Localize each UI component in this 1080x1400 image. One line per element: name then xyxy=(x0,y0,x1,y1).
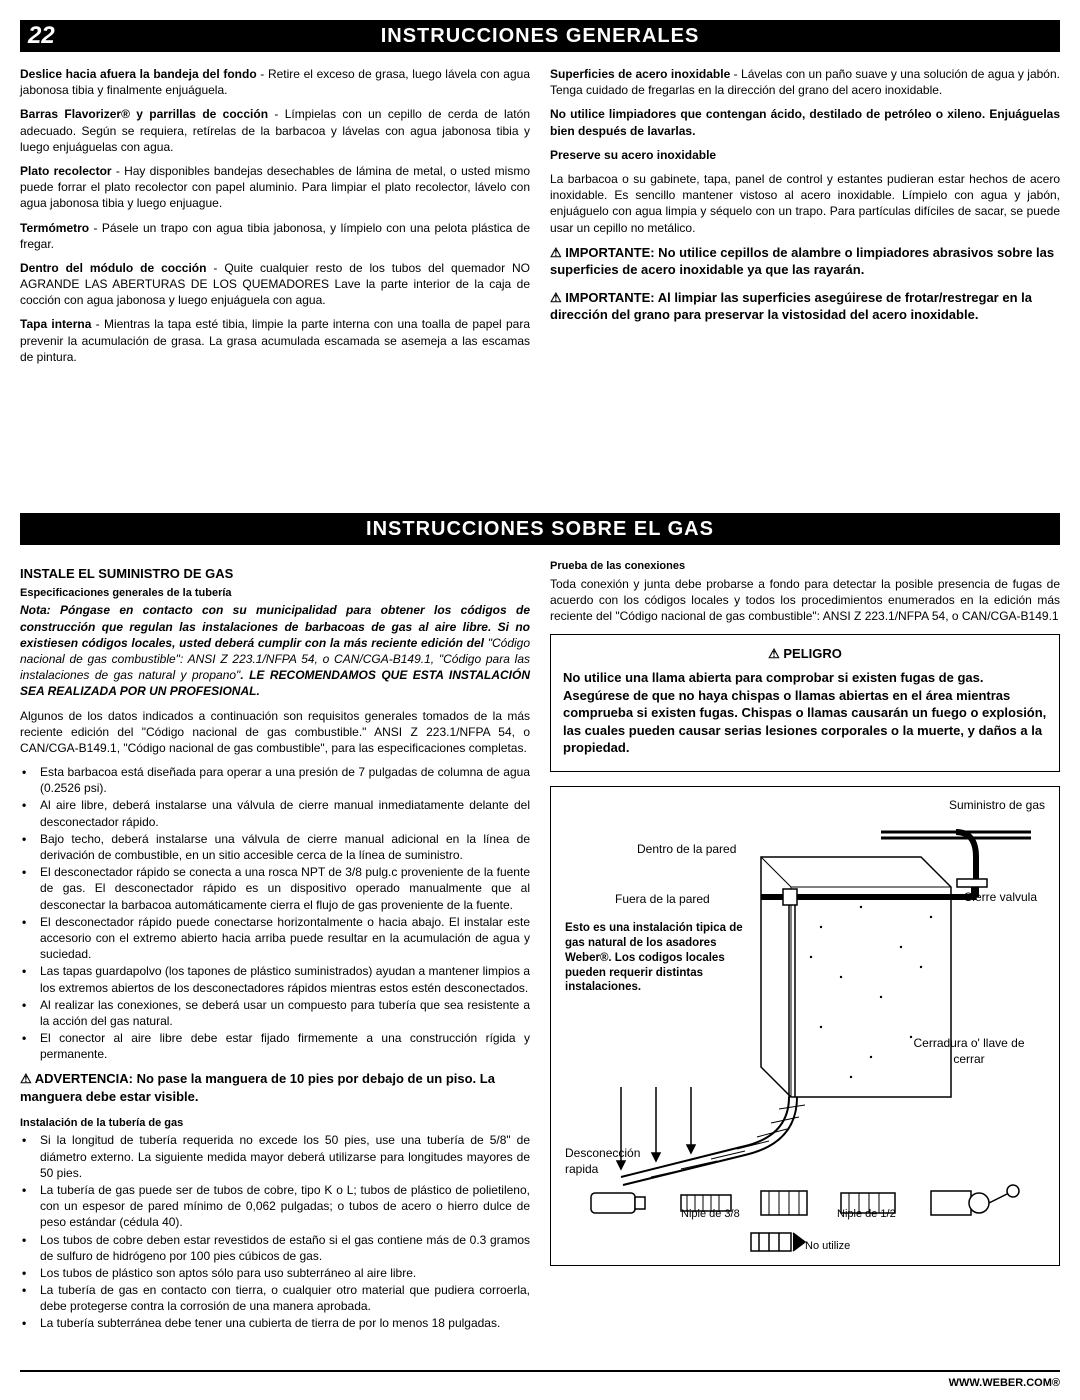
footer-url: WWW.WEBER.COM® xyxy=(949,1377,1060,1389)
bullet-item: Si la longitud de tubería requerida no e… xyxy=(34,1132,530,1181)
test-conn-para: Toda conexión y junta debe probarse a fo… xyxy=(550,576,1060,625)
gas-para2: Algunos de los datos indicados a continu… xyxy=(20,708,530,757)
para: Termómetro - Pásele un trapo con agua ti… xyxy=(20,220,530,252)
lbl-supply: Suministro de gas xyxy=(949,797,1045,813)
bullet-item: El conector al aire libre debe estar fij… xyxy=(34,1030,530,1062)
bullet-item: La tubería de gas puede ser de tubos de … xyxy=(34,1182,530,1231)
footer: WWW.WEBER.COM® xyxy=(20,1370,1060,1391)
warning-text: ⚠ IMPORTANTE: No utilice cepillos de ala… xyxy=(550,244,1060,279)
col-right-1: Superficies de acero inoxidable - Lávela… xyxy=(550,66,1060,373)
danger-title: ⚠ PELIGRO xyxy=(563,645,1047,663)
header-title-1: INSTRUCCIONES GENERALES xyxy=(381,23,700,50)
lbl-inside: Dentro de la pared xyxy=(637,841,736,857)
para: Dentro del módulo de cocción - Quite cua… xyxy=(20,260,530,309)
bullet-item: Las tapas guardapolvo (los tapones de pl… xyxy=(34,963,530,995)
test-conn-sub: Prueba de las conexiones xyxy=(550,559,1060,574)
page-number: 22 xyxy=(28,20,55,52)
section-1-columns: Deslice hacia afuera la bandeja del fond… xyxy=(20,66,1060,373)
lbl-nip12: Niple de 1/2 xyxy=(837,1207,896,1222)
gas-diagram: Suministro de gas Dentro de la pared Fue… xyxy=(550,786,1060,1266)
col-left-1: Deslice hacia afuera la bandeja del fond… xyxy=(20,66,530,373)
gas-bullets-1: Esta barbacoa está diseñada para operar … xyxy=(20,764,530,1062)
lbl-noutil: No utilize xyxy=(805,1239,850,1254)
lbl-note: Esto es una instalación tipica de gas na… xyxy=(565,921,765,996)
para: La barbacoa o su gabinete, tapa, panel d… xyxy=(550,171,1060,236)
bullet-item: La tubería subterránea debe tener una cu… xyxy=(34,1315,530,1331)
col-left-2: INSTALE EL SUMINISTRO DE GAS Especificac… xyxy=(20,559,530,1340)
gas-sub2: Instalación de la tubería de gas xyxy=(20,1116,530,1131)
lbl-nip38: Niple de 3/8 xyxy=(681,1207,740,1222)
bullet-item: Los tubos de cobre deben estar revestido… xyxy=(34,1232,530,1264)
lbl-outside: Fuera de la pared xyxy=(615,891,710,907)
lbl-lock: Cerradura o' llave de cerrar xyxy=(909,1035,1029,1067)
header-bar-2: INSTRUCCIONES SOBRE EL GAS xyxy=(20,513,1060,545)
para: Tapa interna - Mientras la tapa esté tib… xyxy=(20,316,530,365)
bullet-item: Bajo techo, deberá instalarse una válvul… xyxy=(34,831,530,863)
col-right-2: Prueba de las conexiones Toda conexión y… xyxy=(550,559,1060,1340)
lbl-valve: Cierre valvula xyxy=(964,889,1037,905)
para: Barras Flavorizer® y parrillas de cocció… xyxy=(20,106,530,155)
gas-bullets-2: Si la longitud de tubería requerida no e… xyxy=(20,1132,530,1331)
gas-install-title: INSTALE EL SUMINISTRO DE GAS xyxy=(20,565,530,583)
para: Superficies de acero inoxidable - Lávela… xyxy=(550,66,1060,98)
gas-note: Nota: Póngase en contacto con su municip… xyxy=(20,602,530,699)
section-2: INSTRUCCIONES SOBRE EL GAS INSTALE EL SU… xyxy=(20,513,1060,1340)
bullet-item: Al realizar las conexiones, se deberá us… xyxy=(34,997,530,1029)
danger-body: No utilice una llama abierta para compro… xyxy=(563,669,1047,757)
para: Deslice hacia afuera la bandeja del fond… xyxy=(20,66,530,98)
section-2-columns: INSTALE EL SUMINISTRO DE GAS Especificac… xyxy=(20,559,1060,1340)
bullet-item: El desconectador rápido se conecta a una… xyxy=(34,864,530,913)
danger-box: ⚠ PELIGRO No utilice una llama abierta p… xyxy=(550,634,1060,771)
bullet-item: El desconectador rápido puede conectarse… xyxy=(34,914,530,963)
para: No utilice limpiadores que contengan áci… xyxy=(550,106,1060,138)
para: Preserve su acero inoxidable xyxy=(550,147,1060,163)
diagram-svg xyxy=(561,797,1051,1257)
gas-warn: ⚠ ADVERTENCIA: No pase la manguera de 10… xyxy=(20,1070,530,1105)
para: Plato recolector - Hay disponibles bande… xyxy=(20,163,530,212)
bullet-item: Los tubos de plástico son aptos sólo par… xyxy=(34,1265,530,1281)
warning-text: ⚠ IMPORTANTE: Al limpiar las superficies… xyxy=(550,289,1060,324)
bullet-item: Esta barbacoa está diseñada para operar … xyxy=(34,764,530,796)
header-bar-1: 22 INSTRUCCIONES GENERALES xyxy=(20,20,1060,52)
lbl-disconnect: Desconección rapida xyxy=(565,1145,665,1177)
bullet-item: La tubería de gas en contacto con tierra… xyxy=(34,1282,530,1314)
bullet-item: Al aire libre, deberá instalarse una vál… xyxy=(34,797,530,829)
header-title-2: INSTRUCCIONES SOBRE EL GAS xyxy=(366,516,714,543)
gas-spec-sub: Especificaciones generales de la tubería xyxy=(20,586,530,601)
